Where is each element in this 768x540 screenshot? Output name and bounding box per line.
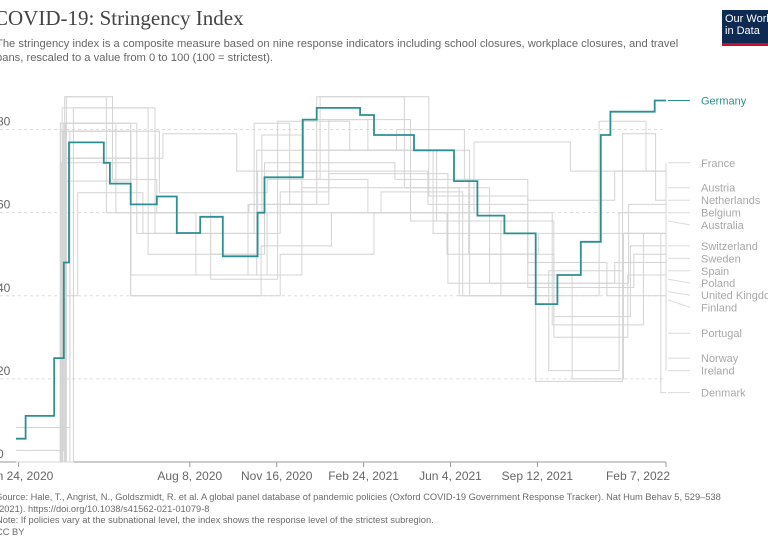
x-tick-label: Jun 4, 2021 — [419, 469, 482, 483]
series-line-germany[interactable] — [16, 99, 666, 440]
series-line-austria[interactable] — [16, 120, 667, 451]
series-line-spain[interactable] — [16, 107, 667, 463]
x-tick-label: Feb 24, 2021 — [328, 469, 399, 483]
y-tick-label: 40 — [0, 281, 11, 295]
source-line-2: (2021). https://doi.org/10.1038/s41562-0… — [0, 503, 210, 514]
series-line-finland[interactable] — [16, 180, 667, 463]
note-line: Note: If policies vary at the subnationa… — [0, 515, 434, 526]
end-label-poland[interactable]: Poland — [701, 278, 735, 290]
logo-line-2: in Data — [725, 25, 760, 37]
series-line-ireland[interactable] — [16, 96, 667, 463]
end-label-united-kingdom[interactable]: United Kingdom — [701, 290, 768, 302]
end-label-ireland[interactable]: Ireland — [701, 366, 735, 378]
end-label-france[interactable]: France — [701, 158, 735, 170]
series-line-sweden[interactable] — [16, 173, 667, 463]
end-label-denmark[interactable]: Denmark — [701, 388, 746, 400]
series-line-denmark[interactable] — [16, 162, 666, 463]
series-line-switzerland[interactable] — [16, 157, 667, 463]
license-link[interactable]: CC BY — [0, 527, 25, 538]
end-label-sweden[interactable]: Sweden — [701, 253, 741, 265]
label-connector — [667, 220, 691, 226]
x-tick-label: Sep 12, 2021 — [502, 469, 574, 483]
end-label-spain[interactable]: Spain — [701, 266, 729, 278]
end-label-netherlands[interactable]: Netherlands — [701, 195, 761, 207]
end-label-portugal[interactable]: Portugal — [701, 328, 742, 340]
x-tick-label: Feb 7, 2022 — [606, 469, 670, 483]
series-line-poland[interactable] — [16, 122, 667, 463]
series-line-france[interactable] — [16, 96, 667, 463]
end-label-austria[interactable]: Austria — [701, 183, 736, 195]
series-line-belgium[interactable] — [16, 122, 667, 463]
chart-subtitle: The stringency index is a composite meas… — [0, 38, 679, 64]
y-tick-label: 80 — [0, 115, 11, 129]
x-tick-label: Nov 16, 2020 — [241, 469, 313, 483]
source-line-1: Source: Hale, T., Angrist, N., Goldszmid… — [0, 492, 721, 502]
end-label-norway[interactable]: Norway — [701, 353, 739, 365]
end-label-germany[interactable]: Germany — [701, 95, 747, 107]
end-label-australia[interactable]: Australia — [701, 220, 745, 232]
chart-footer: Source: Hale, T., Angrist, N., Goldszmid… — [0, 492, 768, 539]
x-tick-label: Aug 8, 2020 — [157, 469, 222, 483]
end-label-finland[interactable]: Finland — [701, 302, 737, 314]
end-label-belgium[interactable]: Belgium — [701, 208, 741, 220]
series-line-portugal[interactable] — [16, 96, 667, 463]
y-tick-label: 60 — [0, 198, 11, 212]
end-label-switzerland[interactable]: Switzerland — [701, 241, 758, 253]
label-connector — [667, 278, 691, 284]
y-tick-label: 0 — [0, 447, 4, 461]
x-tick-label: Jan 24, 2020 — [0, 469, 54, 483]
series-line-australia[interactable] — [16, 133, 667, 428]
series-line-norway[interactable] — [16, 130, 667, 463]
owid-logo[interactable]: Our World in Data — [722, 10, 768, 46]
label-connector — [667, 299, 691, 308]
series-line-united-kingdom[interactable] — [16, 96, 667, 463]
chart-title: COVID-19: Stringency Index — [0, 6, 244, 30]
label-connector — [667, 291, 691, 296]
logo-line-1: Our World — [725, 13, 768, 25]
y-tick-label: 20 — [0, 364, 11, 378]
